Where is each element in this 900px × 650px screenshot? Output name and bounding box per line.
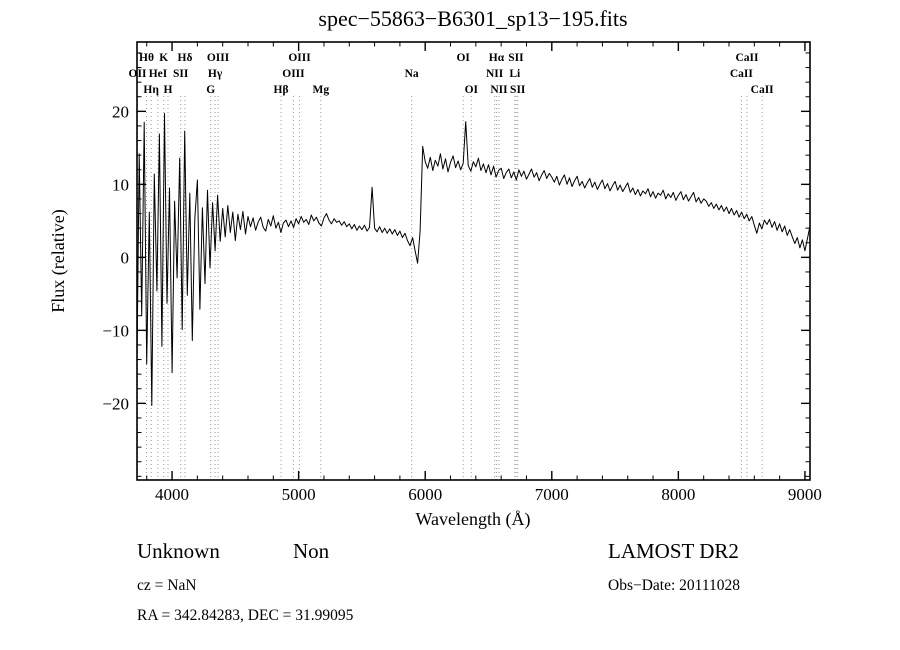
spectral-line-label: H [164,84,173,96]
spectral-line-label: OI [456,52,470,64]
spectral-line-label: Hθ [139,52,154,64]
x-axis-tick-label: 8000 [661,485,695,504]
subclass-label: Non [293,539,330,563]
spectral-line-label: Na [405,68,419,80]
spectral-line-label: OI [465,84,479,96]
x-axis-title: Wavelength (Å) [415,509,530,530]
spectral-line-label: OIII [288,52,311,64]
y-axis-tick-label: 10 [112,175,129,194]
spectral-line-label: SII [173,68,189,80]
y-axis-tick-label: −20 [102,394,129,413]
spectral-line-label: OIII [282,68,305,80]
spectral-line-label: OIII [207,52,230,64]
axes-layer: 4000 5000 6000 7000 8000 9000 −20 −10 0 10 20 [102,41,822,504]
obs-date-value: Obs−Date: 20111028 [608,577,740,594]
classification-label: Unknown [137,539,220,563]
spectral-line-label: Hη [143,84,159,96]
spectrum-trace-layer [137,113,810,406]
spectral-line-label: CaII [735,52,759,64]
plot-title: spec−55863−B6301_sp13−195.fits [318,6,627,31]
spectrum-trace [137,113,810,406]
x-axis-tick-label: 9000 [788,485,822,504]
y-axis-tick-label: −10 [102,321,129,340]
spectral-line-label: Hδ [178,52,193,64]
ra-dec-value: RA = 342.84283, DEC = 31.99095 [137,607,354,624]
spectral-line-markers [137,96,763,479]
y-axis-title: Flux (relative) [48,209,69,312]
spectral-line-label: SII [508,52,524,64]
spectral-line-label: K [159,52,168,64]
survey-label: LAMOST DR2 [608,539,739,563]
spectral-line-label: Hα [489,52,505,64]
x-axis-tick-label: 6000 [408,485,442,504]
cz-value: cz = NaN [137,577,197,594]
spectral-line-label: HeI [149,68,168,80]
spectral-line-label: CaII [730,68,754,80]
spectral-line-label: Hγ [208,68,223,80]
x-axis-tick-label: 7000 [535,485,569,504]
y-axis-tick-label: 0 [121,248,130,267]
spectral-line-label: G [206,84,215,96]
spectral-line-label: OII [129,68,147,80]
spectral-line-label: SII [510,84,526,96]
x-axis-tick-label: 4000 [155,485,189,504]
spectral-line-label: Mg [312,84,329,96]
spectral-line-label: Hβ [274,84,289,96]
plot-frame [136,41,811,481]
y-axis-tick-label: 20 [112,102,129,121]
x-axis-tick-label: 5000 [282,485,316,504]
spectral-line-label: NII [490,84,508,96]
spectral-line-label: Li [509,68,521,80]
spectral-line-label: CaII [751,84,775,96]
spectral-line-label: NII [486,68,504,80]
